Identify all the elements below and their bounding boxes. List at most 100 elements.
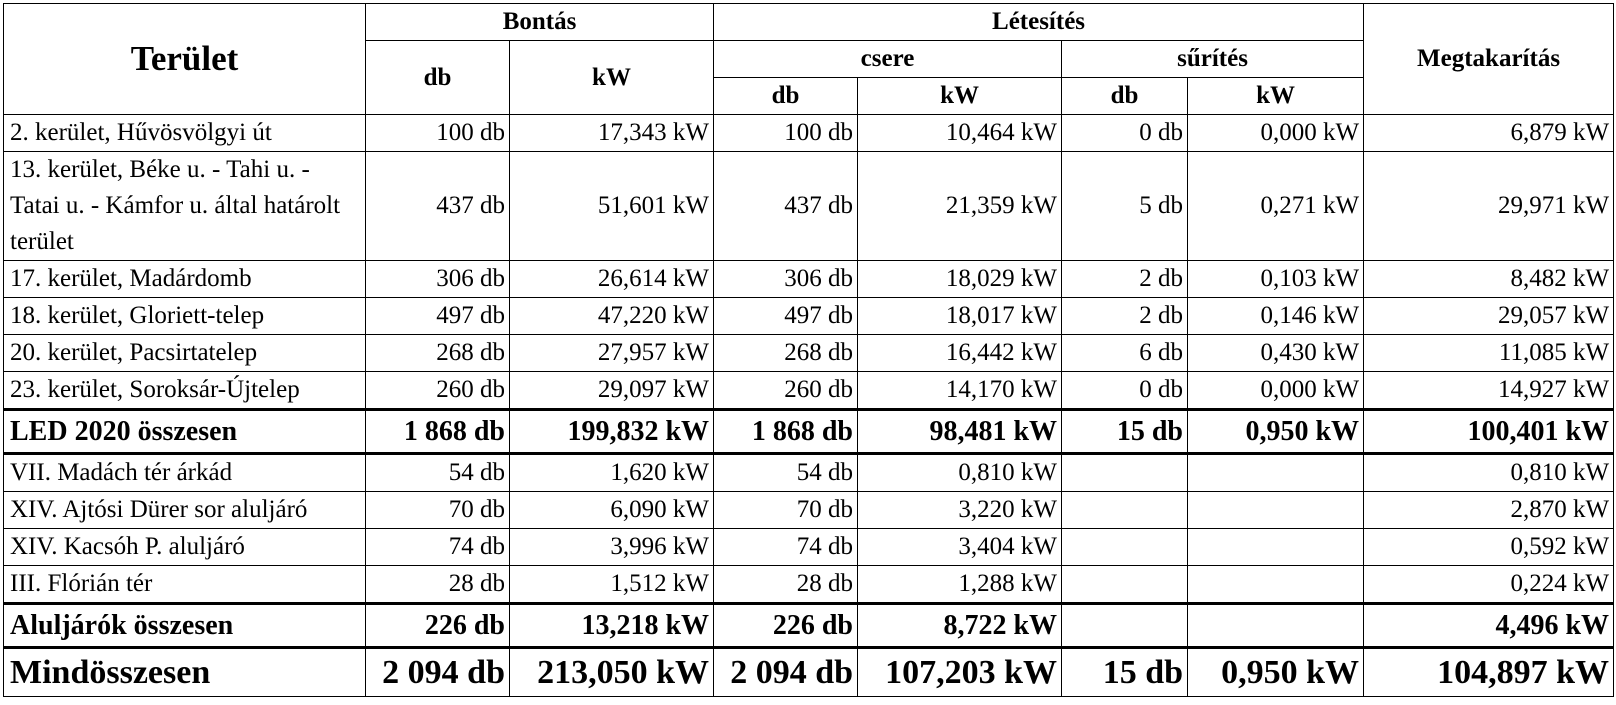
header-csere-kw: kW (857, 77, 1063, 115)
header-csere: csere (713, 40, 1063, 78)
surites-db-cell (1061, 452, 1189, 492)
table-row: 2. kerület, Hűvösvölgyi út 100 db 17,343 k… (3, 114, 1615, 152)
csere-kw-cell: 18,029 kW (857, 260, 1063, 298)
surites-kw-cell: 0,000 kW (1187, 114, 1365, 152)
surites-db-cell: 6 db (1061, 334, 1189, 372)
megtakaritas-cell: 104,897 kW (1363, 646, 1615, 697)
surites-db-cell (1061, 491, 1189, 529)
header-letesites: Létesítés (713, 3, 1365, 41)
csere-db-cell: 70 db (713, 491, 859, 529)
area-name-cell: XIV. Kacsóh P. aluljáró (3, 528, 366, 566)
surites-db-cell: 2 db (1061, 297, 1189, 335)
megtakaritas-cell: 4,496 kW (1363, 602, 1615, 648)
csere-kw-cell: 14,170 kW (857, 371, 1063, 410)
surites-kw-cell (1187, 528, 1365, 566)
area-name-cell: 18. kerület, Gloriett-telep (3, 297, 366, 335)
bontas-kw-cell: 26,614 kW (508, 260, 715, 298)
header-terulet: Terület (3, 3, 366, 115)
bontas-db-cell: 70 db (365, 491, 510, 529)
csere-kw-cell: 3,404 kW (857, 528, 1063, 566)
bontas-kw-cell: 13,218 kW (508, 602, 715, 648)
bontas-db-cell: 497 db (365, 297, 510, 335)
csere-kw-cell: 98,481 kW (857, 408, 1063, 454)
bontas-kw-cell: 1,512 kW (508, 565, 715, 604)
bontas-kw-cell: 27,957 kW (508, 334, 715, 372)
megtakaritas-cell: 14,927 kW (1363, 371, 1615, 410)
surites-kw-cell (1187, 452, 1365, 492)
csere-db-cell: 28 db (713, 565, 859, 604)
header-megtakaritas: Megtakarítás (1363, 3, 1615, 115)
surites-kw-cell (1187, 491, 1365, 529)
surites-kw-cell: 0,950 kW (1187, 646, 1365, 697)
bontas-kw-cell: 47,220 kW (508, 297, 715, 335)
surites-db-cell: 0 db (1061, 114, 1189, 152)
csere-kw-cell: 16,442 kW (857, 334, 1063, 372)
table-row: 17. kerület, Madárdomb 306 db 26,614 kW 306… (3, 260, 1615, 298)
csere-kw-cell: 18,017 kW (857, 297, 1063, 335)
bontas-kw-cell: 6,090 kW (508, 491, 715, 529)
megtakaritas-cell: 2,870 kW (1363, 491, 1615, 529)
megtakaritas-cell: 0,810 kW (1363, 452, 1615, 492)
header-surites-db: db (1061, 77, 1189, 115)
area-name-cell: Mindösszesen (3, 646, 366, 697)
area-name-cell: 13. kerület, Béke u. - Tahi u. - Tatai u… (3, 151, 366, 261)
megtakaritas-cell: 6,879 kW (1363, 114, 1615, 152)
csere-kw-cell: 1,288 kW (857, 565, 1063, 604)
megtakaritas-cell: 11,085 kW (1363, 334, 1615, 372)
table-row: XIV. Ajtósi Dürer sor aluljáró 70 db 6,090… (3, 491, 1615, 529)
bontas-kw-cell: 213,050 kW (508, 646, 715, 697)
group2-body: VII. Madách tér árkád 54 db 1,620 kW 54 db 0… (3, 452, 1615, 604)
header-surites: sűrítés (1061, 40, 1365, 78)
surites-kw-cell (1187, 602, 1365, 648)
surites-db-cell: 2 db (1061, 260, 1189, 298)
csere-kw-cell: 21,359 kW (857, 151, 1063, 261)
bontas-kw-cell: 17,343 kW (508, 114, 715, 152)
csere-db-cell: 268 db (713, 334, 859, 372)
csere-db-cell: 260 db (713, 371, 859, 410)
area-name-cell: LED 2020 összesen (3, 408, 366, 454)
bontas-db-cell: 54 db (365, 452, 510, 492)
surites-db-cell: 0 db (1061, 371, 1189, 410)
area-name-cell: VII. Madách tér árkád (3, 452, 366, 492)
csere-kw-cell: 107,203 kW (857, 646, 1063, 697)
surites-db-cell: 15 db (1061, 646, 1189, 697)
csere-kw-cell: 3,220 kW (857, 491, 1063, 529)
bontas-db-cell: 306 db (365, 260, 510, 298)
megtakaritas-cell: 100,401 kW (1363, 408, 1615, 454)
csere-db-cell: 226 db (713, 602, 859, 648)
area-name-cell: 20. kerület, Pacsirtatelep (3, 334, 366, 372)
bontas-kw-cell: 51,601 kW (508, 151, 715, 261)
surites-kw-cell: 0,430 kW (1187, 334, 1365, 372)
csere-db-cell: 2 094 db (713, 646, 859, 697)
bontas-db-cell: 226 db (365, 602, 510, 648)
table-row: 20. kerület, Pacsirtatelep 268 db 27,957 k… (3, 334, 1615, 372)
header-bontas-kw: kW (508, 40, 715, 115)
surites-db-cell (1061, 528, 1189, 566)
table-row: 18. kerület, Gloriett-telep 497 db 47,220 … (3, 297, 1615, 335)
csere-db-cell: 306 db (713, 260, 859, 298)
area-name-cell: 23. kerület, Soroksár-Újtelep (3, 371, 366, 410)
bontas-db-cell: 268 db (365, 334, 510, 372)
header-bontas-db: db (365, 40, 510, 115)
grand-total-row: Mindösszesen 2 094 db 213,050 kW 2 094 db 10… (3, 646, 1615, 697)
bontas-kw-cell: 1,620 kW (508, 452, 715, 492)
megtakaritas-cell: 29,057 kW (1363, 297, 1615, 335)
csere-kw-cell: 0,810 kW (857, 452, 1063, 492)
header-bontas: Bontás (364, 3, 715, 41)
bontas-db-cell: 74 db (365, 528, 510, 566)
area-name-cell: XIV. Ajtósi Dürer sor aluljáró (3, 491, 366, 529)
bontas-kw-cell: 3,996 kW (508, 528, 715, 566)
bontas-kw-cell: 29,097 kW (508, 371, 715, 410)
table-row: III. Flórián tér 28 db 1,512 kW 28 db 1,288 … (3, 565, 1615, 604)
table-row: VII. Madách tér árkád 54 db 1,620 kW 54 db 0… (3, 452, 1615, 492)
csere-db-cell: 54 db (713, 452, 859, 492)
surites-kw-cell: 0,271 kW (1187, 151, 1365, 261)
area-name-cell: Aluljárók összesen (3, 602, 366, 648)
header-surites-kw: kW (1187, 77, 1365, 115)
savings-table: Terület Bontás Létesítés Megtakarítás db… (3, 3, 1615, 697)
csere-db-cell: 1 868 db (713, 408, 859, 454)
megtakaritas-cell: 29,971 kW (1363, 151, 1615, 261)
surites-kw-cell: 0,146 kW (1187, 297, 1365, 335)
bontas-db-cell: 100 db (365, 114, 510, 152)
bontas-kw-cell: 199,832 kW (508, 408, 715, 454)
